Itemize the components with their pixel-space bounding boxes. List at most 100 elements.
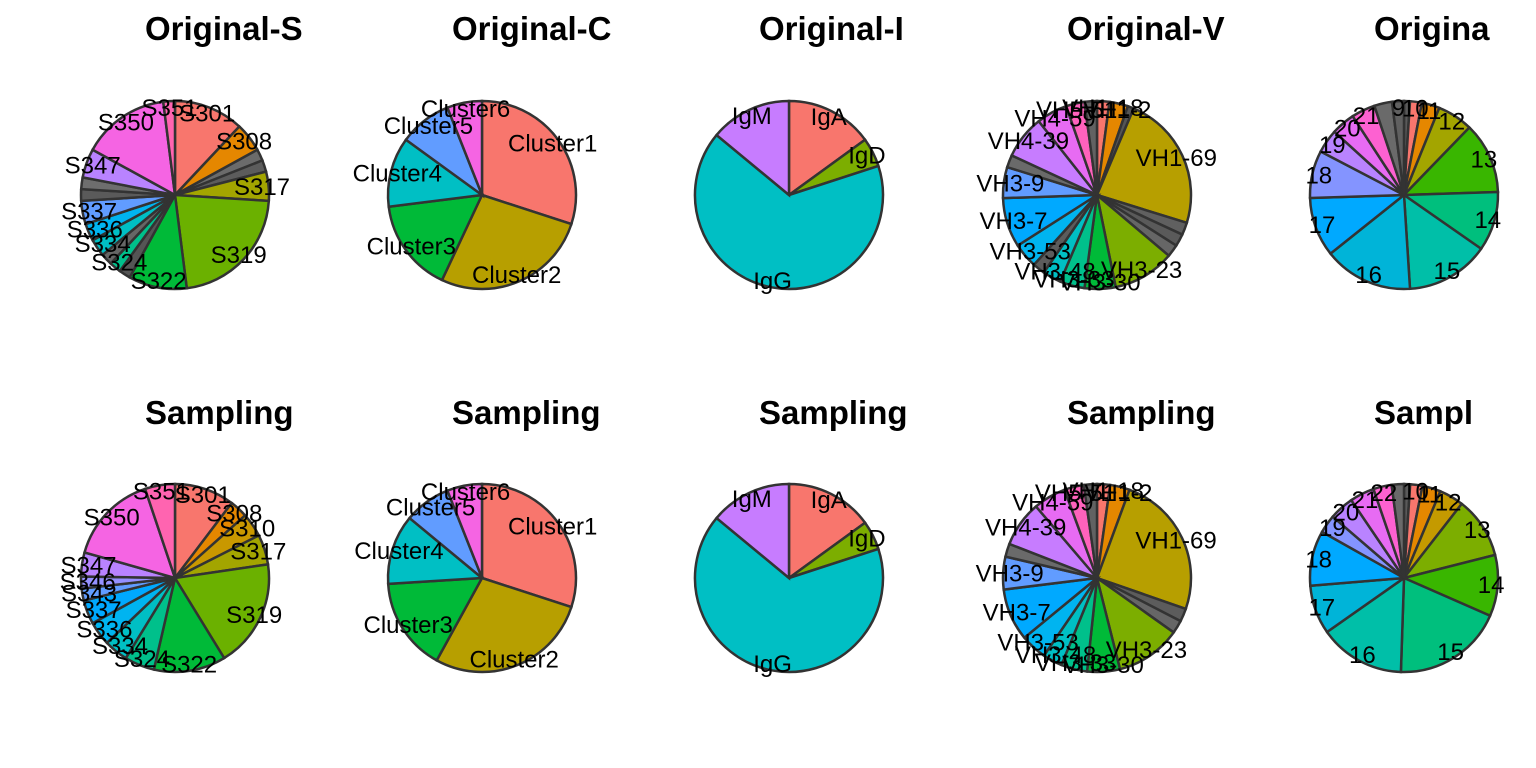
pie-slice <box>143 482 177 579</box>
slice-label: Cluster2 <box>472 262 561 289</box>
pie-slice <box>1390 99 1406 196</box>
pie-slice <box>693 133 885 291</box>
slice-label: Cluster6 <box>421 96 510 123</box>
slice-label: S347 <box>65 152 121 179</box>
pie-slice <box>480 482 578 609</box>
pie-slice <box>1095 488 1193 611</box>
pie-panel: Original-C Cluster1 Cluster2 Cluster3 Cluste… <box>353 10 612 291</box>
pie-slice <box>1399 576 1492 674</box>
slice-label: S334 <box>75 231 131 258</box>
pie-panel: SamplingVH1-18VH1-2VH1-69VH3-23VH3-30VH3… <box>976 394 1217 679</box>
pie-slice <box>1400 125 1500 197</box>
panel-title: Sampl <box>1374 394 1473 431</box>
slice-label: S322 <box>161 651 217 678</box>
slice-label: VH3-9 <box>976 560 1044 587</box>
slice-label: 14 <box>1474 207 1501 234</box>
slice-label: VH3-23 <box>1106 637 1187 664</box>
slice-label: S337 <box>66 597 122 624</box>
slice-label: 18 <box>1305 163 1332 190</box>
slice-label: IgM <box>732 486 772 513</box>
slice-label: Cluster5 <box>386 494 475 521</box>
pie-slice <box>386 138 486 209</box>
slice-label: VH3-23 <box>1101 257 1182 284</box>
slice-label: VH3-53 <box>990 238 1071 265</box>
slice-label: VH3-33 <box>1035 650 1116 677</box>
slice-label: Cluster1 <box>508 514 597 541</box>
slice-label: 10 <box>1402 95 1429 122</box>
pie-slice <box>90 100 177 198</box>
slice-label: VH3-9 <box>976 170 1044 197</box>
slice-label: S301 <box>175 482 231 509</box>
slice-label: Cluster6 <box>421 479 510 506</box>
slice-label: VH3-48 <box>1014 259 1095 286</box>
slice-label: Cluster5 <box>384 113 473 140</box>
pie-slice <box>173 193 271 290</box>
slice-label: 16 <box>1349 642 1376 669</box>
slice-label: 21 <box>1353 103 1380 130</box>
slice-label: 21 <box>1352 487 1379 514</box>
panel-title: Sampling <box>452 394 601 431</box>
slice-label: S350 <box>98 110 154 137</box>
panel-title: Sampling <box>759 394 908 431</box>
slice-label: 18 <box>1305 546 1332 573</box>
slice-label: IgA <box>811 104 847 131</box>
slice-label: 19 <box>1319 515 1346 542</box>
slice-label: VH3-30 <box>1063 652 1144 679</box>
panel-title: Original-C <box>452 10 612 47</box>
slice-label: VH3-53 <box>997 630 1078 657</box>
slice-label: 15 <box>1434 258 1461 285</box>
panel-title: Origina <box>1374 10 1490 47</box>
slice-label: IgG <box>753 268 792 295</box>
slice-label: VH1-69 <box>1135 528 1216 555</box>
slice-label: S301 <box>179 101 235 128</box>
slice-label: VH1-2 <box>1084 480 1152 507</box>
slice-label: 10 <box>1402 478 1429 505</box>
slice-label: S308 <box>216 128 272 155</box>
slice-label: 14 <box>1478 572 1505 599</box>
panel-title: Original-S <box>145 10 303 47</box>
pie-slice <box>386 576 485 663</box>
pie-panel: Sampling Cluster1 Cluster2 Cluster3 Cluster4… <box>354 394 600 673</box>
pie-slice <box>152 574 226 674</box>
slice-label: VH5-51 <box>1035 480 1116 507</box>
slice-label: 16 <box>1355 262 1382 289</box>
slice-label: IgD <box>848 142 885 169</box>
slice-label: 19 <box>1319 132 1346 159</box>
slice-label: IgM <box>732 103 772 130</box>
panel-title: Sampling <box>145 394 294 431</box>
slice-label: 20 <box>1333 500 1360 527</box>
slice-label: Cluster1 <box>508 131 597 158</box>
slice-label: 11 <box>1417 481 1442 508</box>
slice-label: VH5-51 <box>1036 97 1117 124</box>
slice-label: S308 <box>206 501 262 528</box>
slice-label: S351 <box>141 95 197 122</box>
pie-slice <box>445 99 484 196</box>
slice-label: IgD <box>848 525 885 552</box>
slice-label: S346 <box>60 569 116 596</box>
slice-label: S343 <box>61 581 117 608</box>
slice-label: S347 <box>60 552 116 579</box>
slice-label: S337 <box>61 198 117 225</box>
slice-label: S322 <box>131 268 187 295</box>
slice-label: S317 <box>230 539 286 566</box>
slice-label: VH1-18 <box>1063 478 1144 505</box>
slice-label: S310 <box>219 516 275 543</box>
pie-slice <box>445 482 484 579</box>
slice-label: VH4-59 <box>1012 490 1093 517</box>
pie-slice <box>1402 192 1483 291</box>
pie-slice <box>1390 482 1406 579</box>
pie-slice <box>787 482 867 581</box>
slice-label: 17 <box>1308 595 1335 622</box>
slice-label: S350 <box>84 505 140 532</box>
slice-label: Cluster3 <box>364 612 453 639</box>
slice-label: 20 <box>1334 115 1361 142</box>
slice-label: S319 <box>226 602 282 629</box>
slice-label: VH1-18 <box>1062 95 1143 122</box>
slice-label: 12 <box>1438 109 1465 136</box>
panel-title: Original-I <box>759 10 904 47</box>
